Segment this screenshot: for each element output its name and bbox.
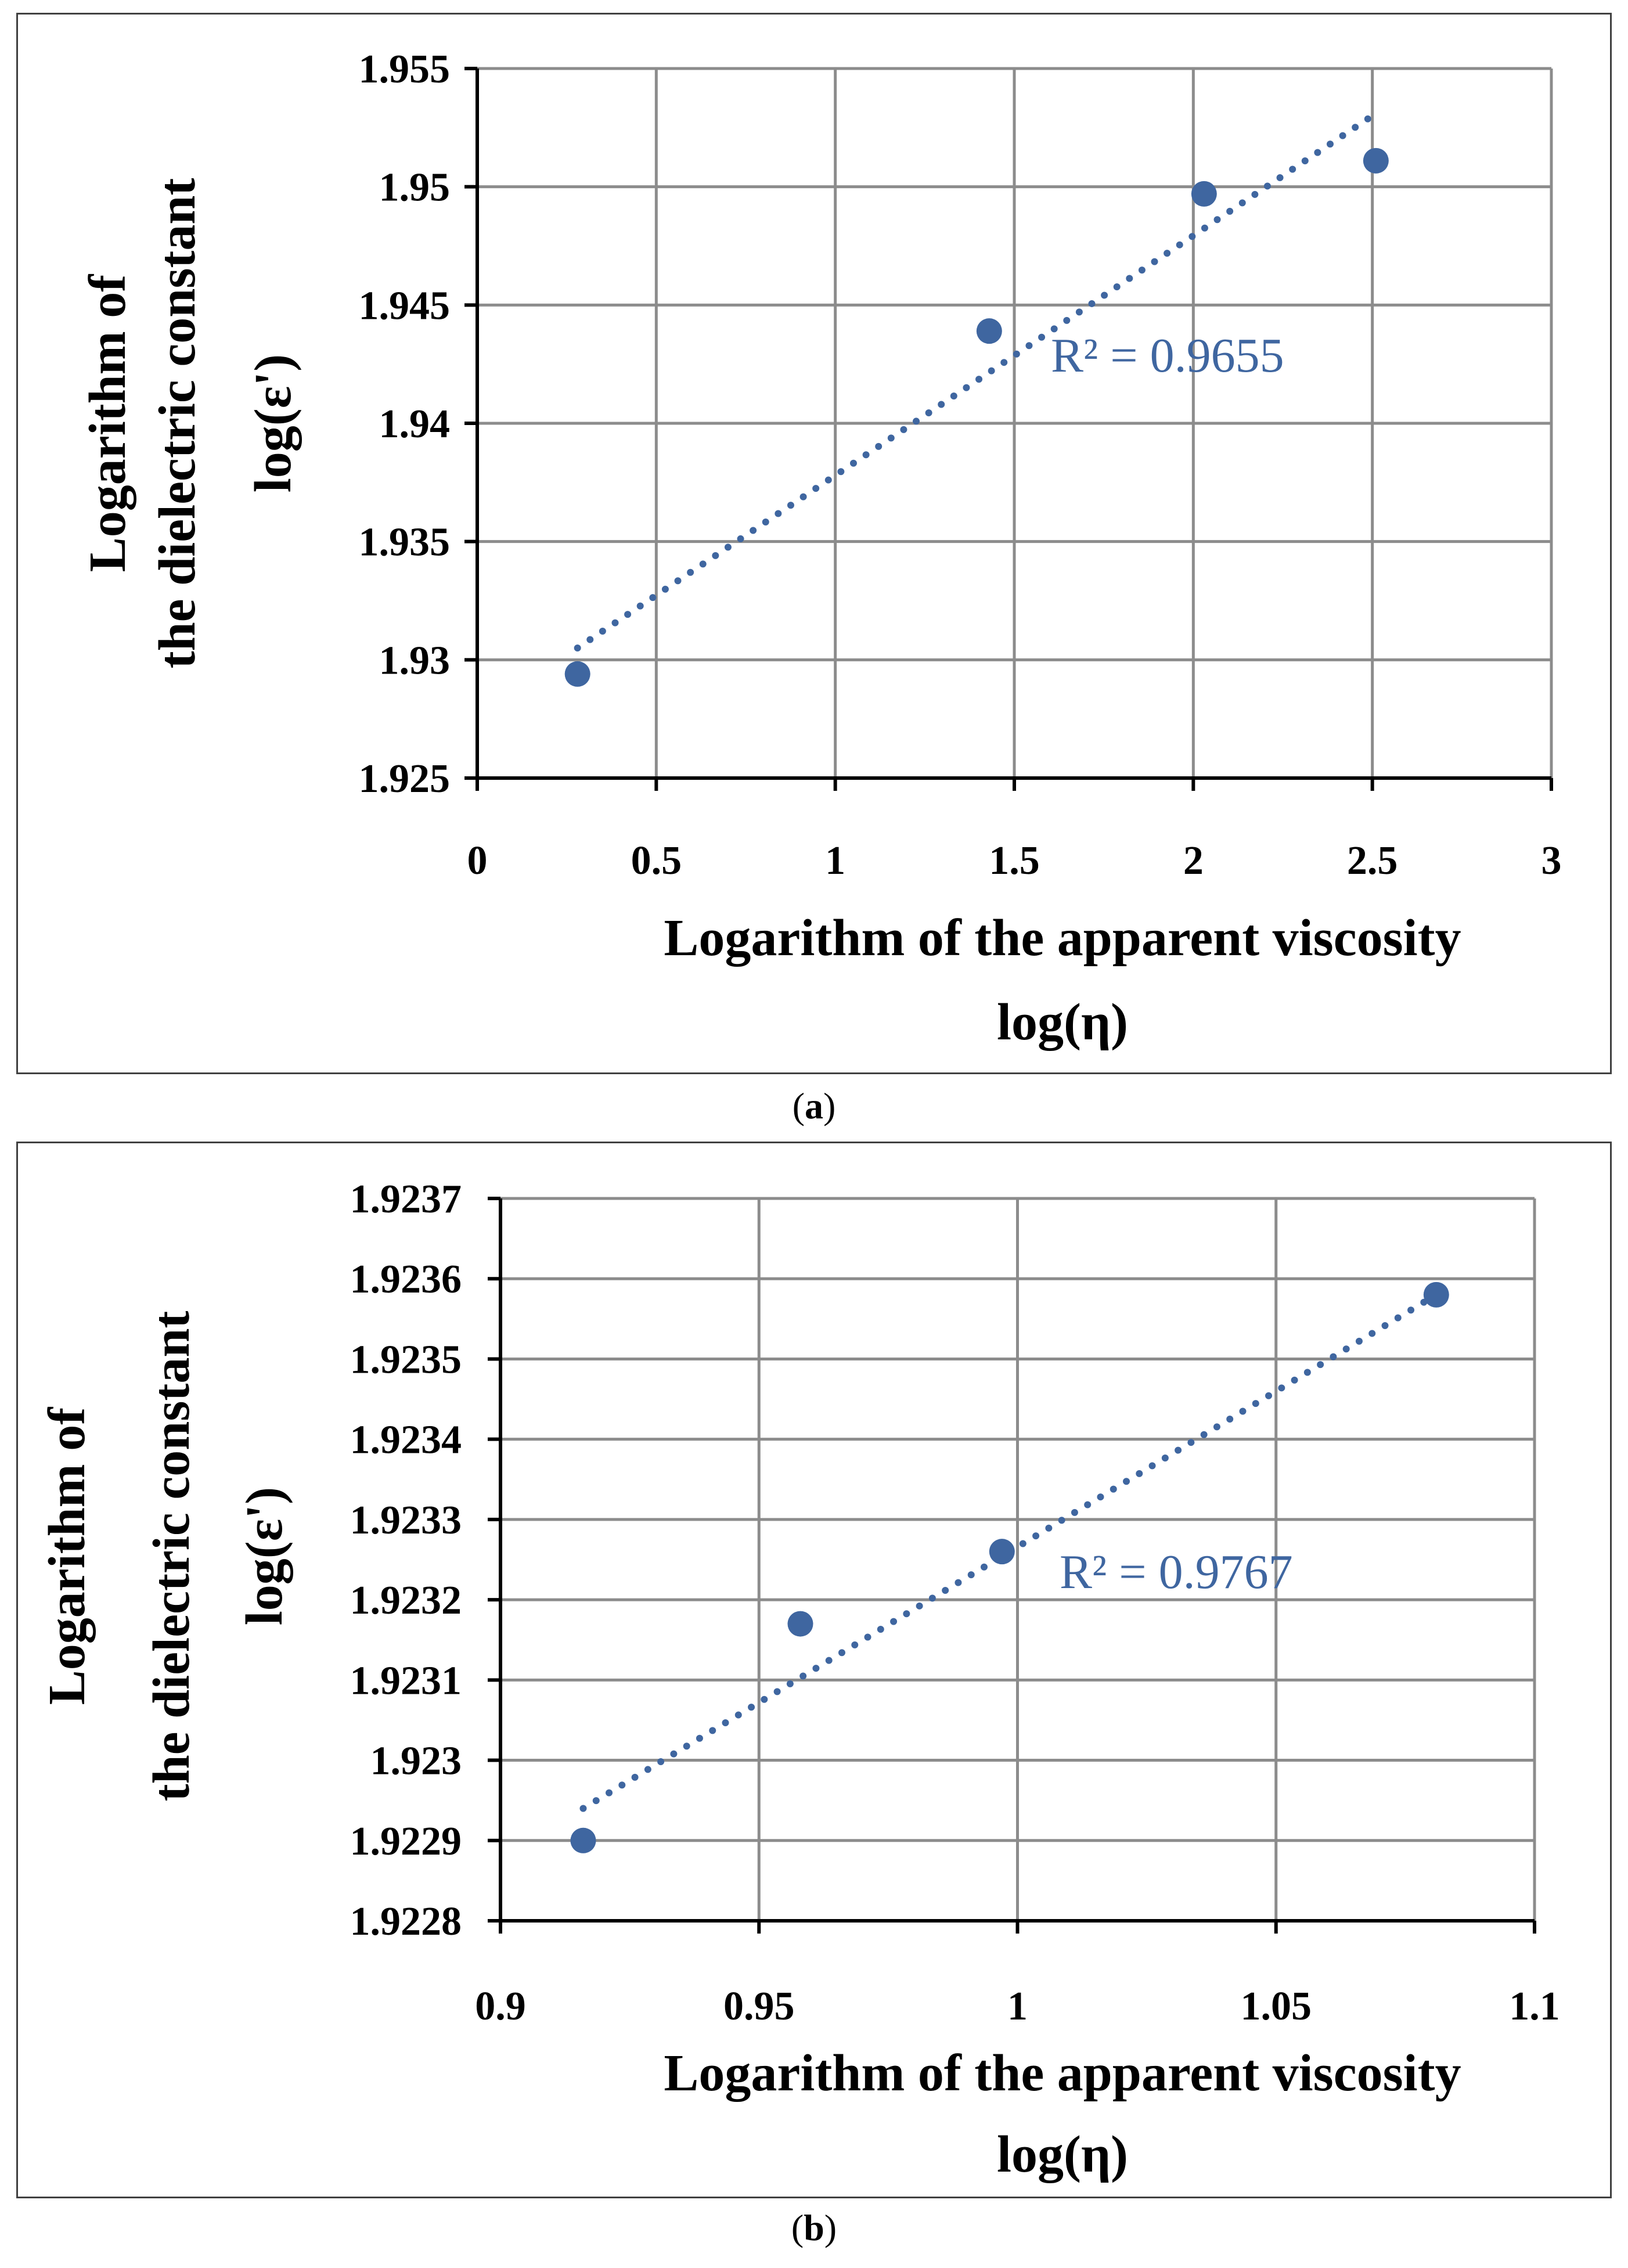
- data-point: [989, 1539, 1015, 1565]
- y-axis-title-line: the dielectric constant: [143, 1311, 200, 1802]
- y-tick-label: 1.945: [359, 283, 451, 328]
- data-point: [1423, 1281, 1449, 1308]
- r-squared-label: R² = 0.9655: [1051, 329, 1284, 383]
- x-tick-label: 0.9: [475, 1984, 526, 2029]
- caption-b: (b): [791, 2207, 837, 2248]
- x-tick-label: 1.05: [1241, 1984, 1312, 2029]
- y-tick-label: 1.925: [359, 757, 451, 801]
- x-axis-title: Logarithm of the apparent viscosity: [664, 2044, 1461, 2102]
- x-tick-label: 1: [825, 838, 845, 883]
- y-tick-label: 1.93: [379, 638, 451, 683]
- data-point: [787, 1611, 813, 1637]
- x-tick-label: 1.5: [989, 838, 1040, 883]
- data-point: [976, 318, 1002, 344]
- data-point: [1363, 147, 1389, 174]
- r-squared-label: R² = 0.9767: [1060, 1545, 1293, 1599]
- y-tick-label: 1.935: [359, 520, 451, 565]
- chart-panel-a: [16, 13, 1612, 1074]
- y-tick-label: 1.9233: [350, 1498, 462, 1543]
- x-tick-label: 0.95: [723, 1984, 795, 2029]
- y-axis-title-line: the dielectric constant: [149, 178, 206, 669]
- y-tick-label: 1.9234: [350, 1418, 462, 1463]
- data-point: [570, 1827, 596, 1853]
- x-axis-title-symbol: log(η): [997, 993, 1128, 1051]
- y-tick-label: 1.923: [370, 1739, 462, 1784]
- caption-a: (a): [792, 1085, 836, 1126]
- y-tick-label: 1.9232: [350, 1578, 462, 1623]
- x-tick-label: 2.5: [1347, 838, 1398, 883]
- x-axis-title-symbol: log(η): [997, 2126, 1128, 2183]
- y-tick-label: 1.9235: [350, 1337, 462, 1382]
- data-point: [564, 661, 590, 687]
- x-tick-label: 2: [1183, 838, 1204, 883]
- y-tick-label: 1.95: [379, 165, 451, 210]
- x-tick-label: 0.5: [631, 838, 682, 883]
- y-tick-label: 1.9237: [350, 1177, 462, 1222]
- y-tick-label: 1.9236: [350, 1257, 462, 1302]
- y-axis-title-line: log(ε'): [244, 354, 302, 492]
- x-axis-title: Logarithm of the apparent viscosity: [664, 909, 1461, 967]
- x-tick-label: 0: [467, 838, 488, 883]
- y-tick-label: 1.9229: [350, 1819, 462, 1864]
- x-tick-label: 3: [1541, 838, 1562, 883]
- trendline: [574, 112, 1376, 651]
- y-axis-title-line: Logarithm of: [79, 274, 136, 572]
- y-axis-title-line: log(ε'): [236, 1487, 293, 1625]
- x-tick-label: 1.1: [1509, 1984, 1560, 2029]
- y-axis-title-line: Logarithm of: [38, 1407, 96, 1705]
- y-tick-label: 1.955: [359, 47, 451, 92]
- y-tick-label: 1.9231: [350, 1658, 462, 1703]
- x-tick-label: 1: [1007, 1984, 1028, 2029]
- data-point: [1191, 181, 1217, 207]
- y-tick-label: 1.94: [379, 402, 451, 447]
- y-tick-label: 1.9228: [350, 1899, 462, 1944]
